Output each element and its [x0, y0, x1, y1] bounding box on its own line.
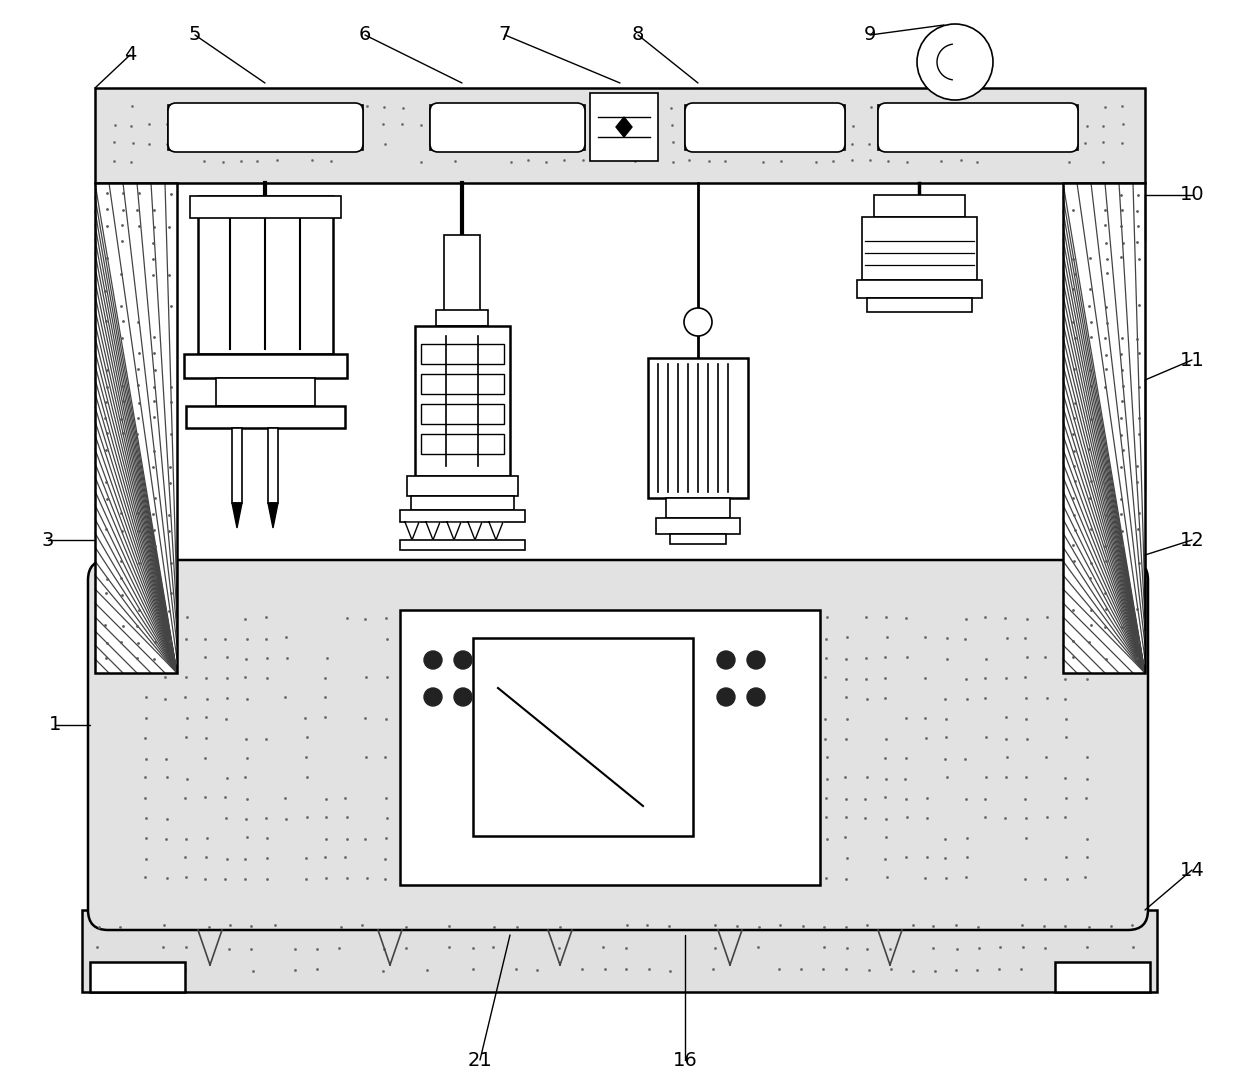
Circle shape [454, 651, 472, 669]
Text: 16: 16 [672, 1050, 697, 1070]
Bar [670, 534, 725, 544]
Bar [216, 378, 315, 406]
Text: 1: 1 [48, 715, 61, 735]
Bar [95, 183, 177, 673]
Text: 10: 10 [1179, 185, 1204, 205]
Bar [415, 326, 510, 476]
FancyBboxPatch shape [88, 560, 1148, 930]
Text: 9: 9 [864, 26, 877, 44]
Circle shape [918, 24, 993, 100]
Circle shape [717, 688, 735, 706]
Circle shape [454, 688, 472, 706]
Bar [82, 909, 1157, 992]
Bar [422, 404, 503, 424]
Polygon shape [616, 117, 632, 137]
Bar [91, 962, 185, 992]
Bar [1063, 183, 1145, 673]
Circle shape [684, 308, 712, 336]
Bar [857, 280, 982, 298]
FancyBboxPatch shape [430, 103, 585, 152]
Bar [684, 105, 844, 150]
Text: 7: 7 [498, 26, 511, 44]
Text: 5: 5 [188, 26, 201, 44]
Bar [422, 374, 503, 393]
Bar [649, 358, 748, 498]
Bar [656, 518, 740, 534]
Bar [1063, 183, 1145, 673]
Bar [430, 105, 585, 150]
Bar [436, 310, 489, 326]
Bar [590, 93, 658, 162]
Bar [422, 344, 503, 364]
Polygon shape [405, 522, 419, 540]
Bar [472, 638, 693, 836]
Polygon shape [446, 522, 461, 540]
Bar [268, 428, 278, 503]
Bar [190, 196, 341, 218]
Bar [867, 298, 972, 312]
FancyBboxPatch shape [167, 103, 363, 152]
Circle shape [746, 688, 765, 706]
Polygon shape [232, 503, 242, 528]
Polygon shape [489, 522, 503, 540]
Bar [198, 196, 334, 354]
Circle shape [424, 651, 441, 669]
Bar [186, 406, 345, 428]
Bar [1055, 962, 1149, 992]
Bar [232, 428, 242, 503]
Text: 4: 4 [124, 46, 136, 65]
Bar [666, 498, 730, 518]
Polygon shape [467, 522, 482, 540]
Bar [401, 509, 525, 522]
FancyBboxPatch shape [684, 103, 844, 152]
Polygon shape [427, 522, 440, 540]
Text: 11: 11 [1179, 350, 1204, 370]
Text: 12: 12 [1179, 530, 1204, 550]
Text: 14: 14 [1179, 861, 1204, 879]
Text: 21: 21 [467, 1050, 492, 1070]
Circle shape [746, 651, 765, 669]
Bar [444, 235, 480, 315]
Bar [184, 354, 347, 378]
Bar [401, 540, 525, 550]
Polygon shape [268, 503, 278, 528]
FancyBboxPatch shape [878, 103, 1078, 152]
Bar [401, 610, 820, 885]
Text: 3: 3 [42, 530, 55, 550]
Bar [410, 496, 515, 509]
Circle shape [424, 688, 441, 706]
Bar [407, 476, 518, 496]
Text: 6: 6 [358, 26, 371, 44]
Bar [95, 183, 177, 673]
Bar [95, 88, 1145, 183]
Bar [167, 105, 363, 150]
Bar [422, 434, 503, 454]
Bar [862, 217, 977, 280]
Bar [878, 105, 1078, 150]
Text: 8: 8 [632, 26, 645, 44]
Circle shape [717, 651, 735, 669]
Bar [874, 195, 965, 217]
